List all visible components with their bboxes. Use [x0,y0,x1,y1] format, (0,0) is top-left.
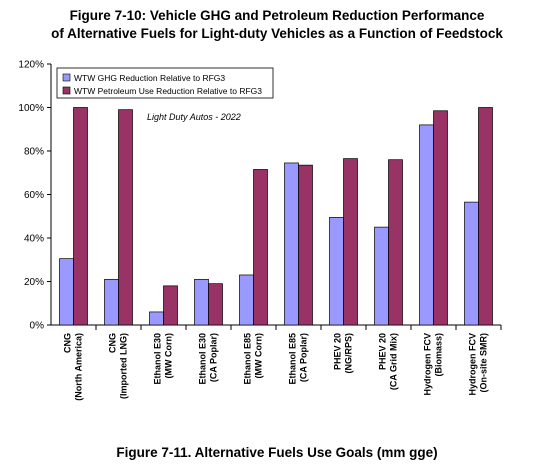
x-category-label-line: CNG [108,333,118,353]
bar-petroleum-3 [163,285,178,326]
bar-ghg-4 [194,278,209,326]
bar-petroleum-1 [73,107,88,326]
x-category-label-line: Ethanol E85 [288,333,298,385]
bar-ghg-1 [59,258,74,326]
x-category-label-line: Hydrogen FCV [468,333,478,396]
bar-petroleum-10 [478,107,493,326]
x-category-label-line: (CA Poplar) [299,333,309,382]
bar-ghg-6 [284,162,299,326]
x-category-label-2: CNG(Imported LNG) [108,333,129,399]
x-category-label-line: (Imported LNG) [119,333,129,399]
x-category-label-4: Ethanol E30(CA Poplar) [198,333,219,385]
bar-petroleum-8 [388,159,403,326]
legend-label-1: WTW GHG Reduction Relative to RFG3 [74,73,225,83]
legend-box [56,67,274,99]
x-category-label-line: PHEV 20 [378,333,388,370]
x-category-label-line: (On-site SMR) [479,333,489,393]
bar-petroleum-5 [253,169,268,326]
bar-petroleum-7 [343,158,358,326]
x-category-label-line: (North America) [74,333,84,401]
bar-chart: 0%20%40%60%80%100%120%CNG(North America)… [18,60,502,401]
x-category-label-1: CNG(North America) [63,333,84,401]
x-category-label-8: PHEV 20(CA Grid Mix) [378,333,399,390]
x-category-label-10: Hydrogen FCV(On-site SMR) [468,333,489,396]
chart-title-line-2: of Alternative Fuels for Light-duty Vehi… [51,26,503,41]
figure-caption: Figure 7-11. Alternative Fuels Use Goals… [116,445,438,460]
x-category-label-6: Ethanol E85(CA Poplar) [288,333,309,385]
x-category-label-line: CNG [63,333,73,353]
bar-petroleum-9 [433,110,448,326]
chart-title-line-1: Figure 7-10: Vehicle GHG and Petroleum R… [69,8,485,23]
bar-petroleum-2 [118,109,133,326]
x-category-label-5: Ethanol E85(MW Corn) [243,333,264,385]
x-category-label-line: (MW Corn) [164,333,174,378]
y-tick-label: 60% [24,190,44,201]
bar-ghg-9 [419,124,434,326]
y-tick-label: 0% [30,321,45,332]
x-category-label-line: PHEV 20 [333,333,343,370]
y-tick-label: 80% [24,147,44,158]
x-category-label-line: (MW Corn) [254,333,264,378]
chart-annotation: Light Duty Autos - 2022 [147,112,241,122]
x-category-label-3: Ethanol E30(MW Corn) [153,333,174,385]
bar-ghg-3 [149,311,164,326]
y-tick-label: 120% [18,60,44,71]
x-category-label-line: Ethanol E30 [198,333,208,385]
x-category-label-7: PHEV 20(NG/RPS) [333,333,354,374]
bar-ghg-10 [464,201,479,326]
x-category-label-line: Hydrogen FCV [423,333,433,396]
x-category-label-line: (CA Grid Mix) [389,333,399,390]
x-category-label-line: (NG/RPS) [344,333,354,374]
bar-petroleum-4 [208,283,223,326]
bar-ghg-8 [374,226,389,326]
y-tick-label: 100% [18,103,44,114]
x-category-label-line: Ethanol E85 [243,333,253,385]
y-tick-label: 20% [24,277,44,288]
x-category-label-9: Hydrogen FCV(Biomass) [423,333,444,396]
bar-petroleum-6 [298,164,313,326]
x-category-label-line: Ethanol E30 [153,333,163,385]
bar-ghg-2 [104,278,119,326]
bar-ghg-5 [239,274,254,326]
bar-ghg-7 [329,216,344,326]
x-category-label-line: (CA Poplar) [209,333,219,382]
y-tick-label: 40% [24,234,44,245]
legend-swatch-1 [62,73,71,82]
legend-label-2: WTW Petroleum Use Reduction Relative to … [74,86,262,96]
legend-swatch-2 [62,86,71,95]
x-category-label-line: (Biomass) [434,333,444,377]
